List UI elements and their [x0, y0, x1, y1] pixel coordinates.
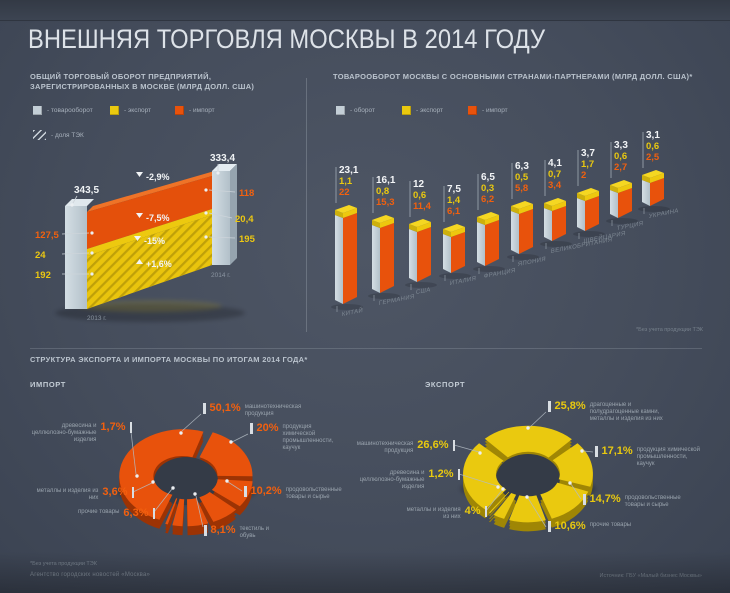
- arrow-down-icon: [134, 236, 141, 241]
- column-2013-front: [65, 206, 87, 309]
- slab-import-band: [87, 176, 212, 249]
- export-2013: 24: [35, 250, 46, 261]
- change-import: -7,5%: [146, 213, 170, 223]
- import-donut: [116, 429, 256, 536]
- page-title: ВНЕШНЯЯ ТОРГОВЛЯ МОСКВЫ В 2014 ГОДУ: [28, 24, 546, 54]
- turnover-chart: 343,5 333,4 127,5 24 192 118 20,4 195 20…: [35, 153, 256, 322]
- partner-bar-5: [473, 174, 505, 274]
- turnover-swatch-label: - товарооборот: [47, 107, 93, 114]
- legend-tek: - доля ТЭК: [33, 130, 84, 140]
- structure-heading: СТРУКТУРА ЭКСПОРТА И ИМПОРТА МОСКВЫ ПО И…: [30, 355, 308, 364]
- footer-source: Источник: ГБУ «Малый бизнес Москвы»: [599, 573, 702, 579]
- export-donut: [460, 425, 596, 532]
- export-segment-7: [463, 443, 507, 510]
- column-2014-side: [230, 164, 237, 265]
- export-subheading: ЭКСПОРТ: [425, 380, 466, 389]
- partner-bar-6: [507, 163, 539, 262]
- legend-import: - импорт: [175, 106, 215, 115]
- export-segment-5: [493, 493, 517, 519]
- import-segment-1: [119, 429, 204, 520]
- import-segment-5: [187, 498, 209, 527]
- partners-chart: [331, 132, 670, 312]
- slab-leader-lines: [61, 164, 236, 275]
- p-export-swatch-label: - экспорт: [416, 107, 444, 114]
- arrow-up-icon: [136, 259, 143, 264]
- slab-glow: [78, 300, 222, 312]
- export-tek-2014: 195: [239, 234, 256, 245]
- arrow-down-icon: [136, 213, 143, 218]
- legend-turnover: - товарооборот: [33, 106, 93, 115]
- p-export-swatch: [402, 106, 411, 115]
- tek-hatch-swatch: [33, 130, 46, 140]
- horizontal-divider: [30, 348, 702, 349]
- change-export-tek: +1,6%: [146, 259, 172, 269]
- turnover-swatch: [33, 106, 42, 115]
- import-segment-6: [172, 498, 185, 527]
- export-segment-4: [509, 495, 546, 523]
- import-swatch: [175, 106, 184, 115]
- export-swatch-label: - экспорт: [124, 107, 152, 114]
- import-2013: 127,5: [35, 230, 59, 241]
- p-import-swatch: [468, 106, 477, 115]
- legend-p-turnover: - оборот: [336, 106, 375, 115]
- total-2014: 333,4: [210, 153, 235, 164]
- import-swatch-label: - импорт: [189, 107, 215, 114]
- change-export: -15%: [144, 236, 165, 246]
- footer-footnote: *Без учета продукции ТЭК: [30, 561, 97, 567]
- column-2014-front: [212, 171, 230, 265]
- arrow-down-icon: [136, 172, 143, 177]
- import-segment-2: [199, 432, 253, 477]
- partner-bar-8: [573, 150, 605, 239]
- legend-p-export: - экспорт: [402, 106, 443, 115]
- slab-tek-hatch: [87, 215, 212, 309]
- export-swatch: [110, 106, 119, 115]
- vertical-divider: [306, 78, 307, 332]
- slab-export-band: [87, 209, 212, 256]
- tek-swatch-label: - доля ТЭК: [51, 131, 84, 139]
- import-segment-4: [199, 492, 237, 522]
- partner-bar-7: [540, 160, 572, 249]
- year-label-2013: 2013 г.: [87, 315, 107, 322]
- import-segment-3: [211, 479, 253, 507]
- export-segment-6: [489, 491, 510, 514]
- import-segment-7: [165, 498, 178, 525]
- turnover-heading: ОБЩИЙ ТОРГОВЫЙ ОБОРОТ ПРЕДПРИЯТИЙ, ЗАРЕГ…: [30, 72, 255, 91]
- change-total: -2,9%: [146, 172, 170, 182]
- export-tek-2013: 192: [35, 270, 51, 281]
- slab-top-bevel: [87, 170, 218, 212]
- footer-agency: Агентство городских новостей «Москва»: [30, 572, 151, 578]
- partners-footnote: *Без учета продукции ТЭК: [636, 327, 703, 333]
- export-2014: 20,4: [235, 214, 254, 225]
- slab-leader-dots: [70, 171, 220, 276]
- top-band: [0, 0, 730, 21]
- partner-bar-4: [439, 186, 471, 281]
- export-segment-1: [484, 425, 572, 458]
- column-2013-top: [65, 199, 94, 206]
- p-turnover-swatch-label: - оборот: [350, 107, 375, 114]
- export-segment-2: [552, 443, 593, 487]
- total-2013: 343,5: [74, 185, 99, 196]
- partner-bar-10: [638, 132, 670, 214]
- p-turnover-swatch: [336, 106, 345, 115]
- legend-p-import: - импорт: [468, 106, 508, 115]
- partners-heading: ТОВАРООБОРОТ МОСКВЫ С ОСНОВНЫМИ СТРАНАМИ…: [333, 72, 693, 81]
- import-2014: 118: [239, 188, 254, 199]
- partner-bar-1: [331, 167, 363, 312]
- partner-bar-9: [606, 142, 638, 226]
- partner-bar-2: [368, 177, 400, 301]
- import-subheading: ИМПОРТ: [30, 380, 66, 389]
- donut-connectors: [130, 411, 594, 528]
- partner-bar-3: [405, 181, 437, 290]
- p-import-swatch-label: - импорт: [482, 107, 508, 114]
- legend-export: - экспорт: [110, 106, 151, 115]
- year-label-2014: 2014 г.: [211, 272, 231, 279]
